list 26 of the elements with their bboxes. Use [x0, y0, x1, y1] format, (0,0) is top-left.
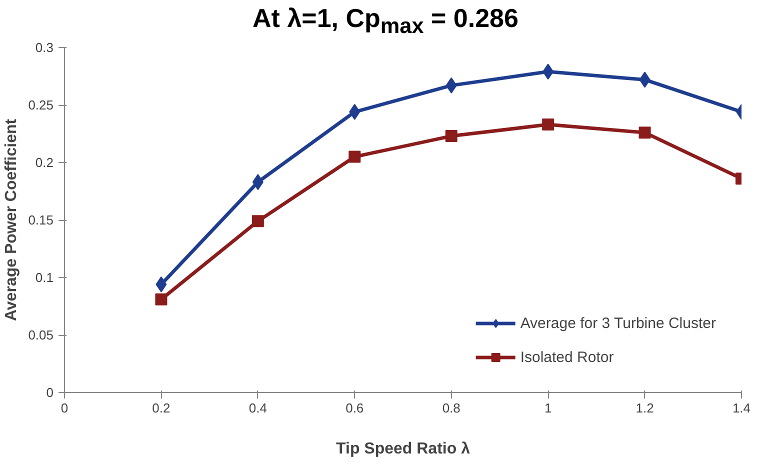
legend-label: Isolated Rotor [520, 348, 614, 366]
y-tick-label: 0.25 [28, 98, 54, 112]
y-tick-label: 0.3 [35, 40, 54, 55]
point [155, 293, 168, 306]
x-tick-label: 1.2 [636, 400, 654, 416]
y-axis-title: Average Power Coefficient [3, 118, 20, 322]
x-tick-label: 0.2 [152, 400, 170, 416]
chart-title: At λ=1, Cp$_{max}$ = 0.286 [252, 3, 518, 38]
y-tick-label: 0.1 [35, 270, 54, 285]
y-tick-label: 0.15 [28, 212, 54, 228]
point [638, 126, 651, 139]
point [252, 215, 264, 228]
x-tick-label: 1 [544, 400, 552, 416]
y-tick-label: 0.05 [28, 328, 54, 342]
point [542, 118, 554, 131]
legend-label: Average for 3 Turbine Cluster [520, 314, 716, 332]
x-tick-label: 0.6 [346, 400, 364, 416]
x-axis-title: Tip Speed Ratio λ [336, 440, 470, 458]
y-tick-label: 0.2 [35, 155, 54, 170]
point [445, 130, 458, 142]
y-tick-label: 0 [46, 385, 54, 400]
x-tick-label: 1.4 [732, 400, 751, 416]
x-tick-label: 0.4 [248, 400, 267, 416]
x-tick-label: 0 [60, 400, 68, 416]
x-tick-label: 0.8 [442, 400, 460, 416]
point [348, 150, 361, 163]
